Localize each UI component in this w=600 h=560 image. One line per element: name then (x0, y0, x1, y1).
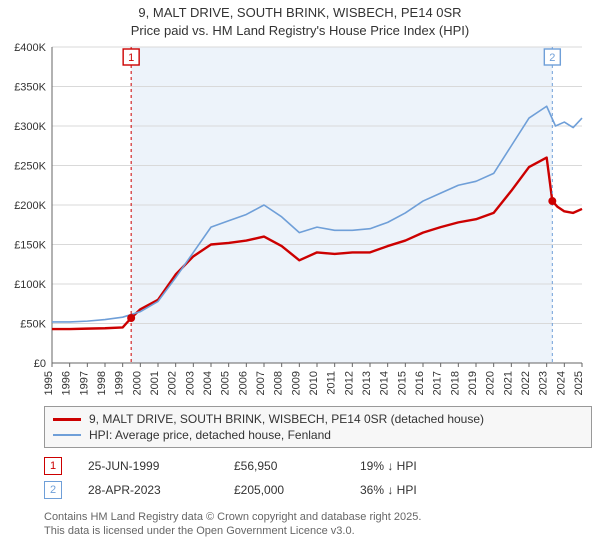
svg-text:2018: 2018 (449, 371, 461, 395)
svg-text:1998: 1998 (96, 371, 108, 395)
title-line-1: 9, MALT DRIVE, SOUTH BRINK, WISBECH, PE1… (0, 4, 600, 22)
sale-delta-1: 19% ↓ HPI (360, 459, 470, 473)
svg-text:2023: 2023 (538, 371, 550, 395)
pin-marker-1: 1 (44, 457, 62, 475)
sales-table: 1 25-JUN-1999 £56,950 19% ↓ HPI 2 28-APR… (44, 454, 592, 502)
svg-text:2: 2 (549, 52, 555, 64)
svg-text:2010: 2010 (308, 371, 320, 395)
svg-text:2006: 2006 (237, 371, 249, 395)
sale-row-1: 1 25-JUN-1999 £56,950 19% ↓ HPI (44, 454, 592, 478)
svg-text:2015: 2015 (396, 371, 408, 395)
svg-text:2021: 2021 (502, 371, 514, 395)
svg-text:2002: 2002 (167, 371, 179, 395)
sale-price-2: £205,000 (234, 483, 334, 497)
legend-row-hpi: HPI: Average price, detached house, Fenl… (53, 427, 583, 443)
attribution: Contains HM Land Registry data © Crown c… (44, 510, 592, 539)
svg-text:2005: 2005 (220, 371, 232, 395)
title-line-2: Price paid vs. HM Land Registry's House … (0, 22, 600, 40)
svg-text:2016: 2016 (414, 371, 426, 395)
svg-text:2001: 2001 (149, 371, 161, 395)
svg-text:2011: 2011 (326, 371, 338, 395)
svg-text:2019: 2019 (467, 371, 479, 395)
svg-text:2009: 2009 (290, 371, 302, 395)
svg-text:2013: 2013 (361, 371, 373, 395)
svg-text:£0: £0 (34, 358, 46, 370)
svg-text:1: 1 (128, 52, 134, 64)
svg-text:£300K: £300K (14, 121, 46, 133)
svg-text:2012: 2012 (343, 371, 355, 395)
legend-label-hpi: HPI: Average price, detached house, Fenl… (89, 428, 331, 442)
svg-text:1997: 1997 (78, 371, 90, 395)
svg-text:£50K: £50K (20, 319, 46, 331)
legend-swatch-price (53, 418, 81, 421)
svg-text:2022: 2022 (520, 371, 532, 395)
svg-text:2004: 2004 (202, 371, 214, 395)
sale-date-2: 28-APR-2023 (88, 483, 208, 497)
footer-line-1: Contains HM Land Registry data © Crown c… (44, 510, 592, 524)
chart-container: £0 £50K £100K £150K £200K £250K £300K £350K £400… (8, 41, 592, 402)
legend-row-price: 9, MALT DRIVE, SOUTH BRINK, WISBECH, PE1… (53, 411, 583, 427)
svg-text:1999: 1999 (114, 371, 126, 395)
svg-text:1996: 1996 (61, 371, 73, 395)
price-chart: £0 £50K £100K £150K £200K £250K £300K £350K £400… (8, 41, 592, 399)
svg-text:£150K: £150K (14, 240, 46, 252)
svg-text:£350K: £350K (14, 82, 46, 94)
pin-marker-2: 2 (44, 481, 62, 499)
sale-price-1: £56,950 (234, 459, 334, 473)
footer-line-2: This data is licensed under the Open Gov… (44, 524, 592, 538)
legend-label-price: 9, MALT DRIVE, SOUTH BRINK, WISBECH, PE1… (89, 412, 484, 426)
svg-text:2007: 2007 (255, 371, 267, 395)
svg-text:£250K: £250K (14, 161, 46, 173)
svg-text:2008: 2008 (273, 371, 285, 395)
svg-text:2014: 2014 (379, 371, 391, 395)
legend: 9, MALT DRIVE, SOUTH BRINK, WISBECH, PE1… (44, 406, 592, 448)
svg-text:2000: 2000 (131, 371, 143, 395)
svg-text:£200K: £200K (14, 200, 46, 212)
sale-date-1: 25-JUN-1999 (88, 459, 208, 473)
svg-text:£400K: £400K (14, 42, 46, 54)
svg-text:£100K: £100K (14, 279, 46, 291)
chart-title: 9, MALT DRIVE, SOUTH BRINK, WISBECH, PE1… (0, 0, 600, 39)
svg-text:2025: 2025 (573, 371, 585, 395)
svg-text:2020: 2020 (485, 371, 497, 395)
sale-row-2: 2 28-APR-2023 £205,000 36% ↓ HPI (44, 478, 592, 502)
svg-text:2024: 2024 (555, 371, 567, 395)
svg-text:2003: 2003 (184, 371, 196, 395)
svg-text:2017: 2017 (432, 371, 444, 395)
legend-swatch-hpi (53, 434, 81, 436)
sale-delta-2: 36% ↓ HPI (360, 483, 470, 497)
svg-text:1995: 1995 (43, 371, 55, 395)
